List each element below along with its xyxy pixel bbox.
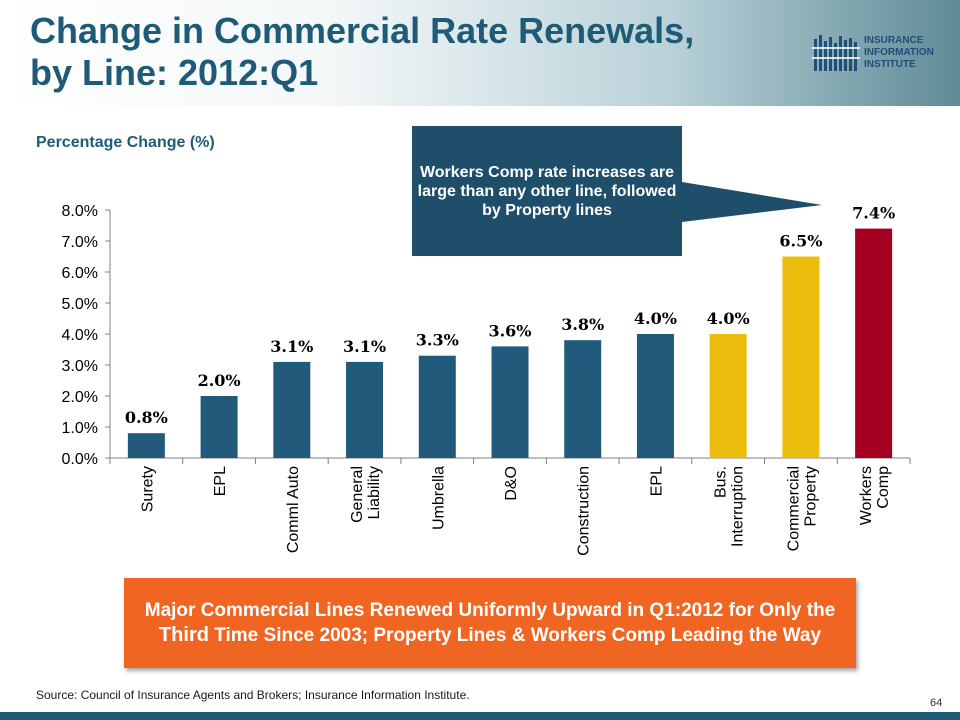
category-label-line: Bus. [713, 466, 730, 498]
title-line-2: by Line: 2012:Q1 [30, 52, 319, 93]
y-tick-label: 0.0% [62, 451, 98, 468]
bar [636, 334, 674, 458]
category-label-line: Property [802, 466, 819, 526]
data-label: 4.0% [707, 309, 750, 328]
callout-text: Workers Comp rate increases are large th… [417, 163, 677, 219]
category-label: EPL [648, 466, 665, 496]
iii-logo-icon [812, 35, 860, 71]
banner-emphasis: Third [158, 623, 209, 646]
bar [127, 433, 165, 458]
category-label-line: EPL [212, 466, 229, 496]
bar [200, 396, 238, 458]
y-tick-label: 6.0% [62, 265, 98, 282]
category-label: Commercial Property [785, 466, 819, 551]
data-label: 4.0% [634, 309, 677, 328]
bar [855, 228, 893, 458]
bar [273, 361, 311, 458]
category-label: Umbrella [430, 466, 447, 530]
data-label: 2.0% [198, 371, 241, 390]
category-label: Workers Comp [858, 466, 892, 525]
y-tick-label: 4.0% [62, 327, 98, 344]
category-label: Comml Auto [285, 466, 302, 553]
data-label: 7.4% [852, 204, 895, 223]
y-tick-label: 1.0% [62, 420, 98, 437]
bottom-bar [0, 712, 960, 720]
data-label: 3.8% [561, 315, 604, 334]
category-label-line: Surety [139, 466, 156, 512]
category-label-line: Interruption [730, 466, 747, 547]
y-tick-label: 7.0% [62, 234, 98, 251]
category-label: Surety [139, 466, 156, 512]
bar [709, 334, 747, 458]
data-label: 3.1% [270, 337, 313, 356]
page-number: 64 [930, 697, 943, 709]
category-label-line: General [349, 466, 366, 523]
title-header-band: Change in Commercial Rate Renewals, by L… [0, 0, 960, 106]
category-label: D&O [503, 466, 520, 501]
category-label-line: D&O [503, 466, 520, 501]
category-label: Construction [576, 466, 593, 556]
y-tick-label: 3.0% [62, 358, 98, 375]
bar [418, 355, 456, 458]
title-line-1: Change in Commercial Rate Renewals, [30, 10, 695, 51]
y-tick-label: 5.0% [62, 296, 98, 313]
category-label-line: Comml Auto [285, 466, 302, 553]
category-label-line: Liability [366, 466, 383, 519]
bar [491, 346, 529, 458]
y-tick-label: 8.0% [62, 203, 98, 220]
category-label-line: Comp [875, 466, 892, 509]
source-note: Source: Council of Insurance Agents and … [36, 688, 470, 702]
data-label: 3.1% [343, 337, 386, 356]
bar [564, 340, 602, 458]
category-label-line: EPL [648, 466, 665, 496]
slide-title: Change in Commercial Rate Renewals, by L… [30, 10, 694, 94]
y-tick-label: 2.0% [62, 389, 98, 406]
data-label: 0.8% [125, 408, 168, 427]
category-label: Bus. Interruption [713, 466, 747, 547]
category-label: General Liability [349, 466, 383, 523]
bar [346, 361, 384, 458]
category-label-line: Commercial [785, 466, 802, 551]
banner-text: Major Commercial Lines Renewed Uniformly… [144, 599, 836, 646]
category-label-line: Workers [858, 466, 875, 525]
y-axis-title: Percentage Change (%) [36, 134, 215, 151]
category-label-line: Umbrella [430, 466, 447, 530]
conclusion-banner: Major Commercial Lines Renewed Uniformly… [124, 578, 856, 668]
data-label: 3.3% [416, 331, 459, 350]
category-label: EPL [212, 466, 229, 496]
iii-logo: INSURANCE INFORMATION INSTITUTE [812, 33, 952, 77]
category-label-line: Construction [576, 466, 593, 556]
data-label: 6.5% [779, 232, 822, 251]
bar [782, 256, 820, 458]
iii-logo-wordmark: INSURANCE INFORMATION INSTITUTE [864, 35, 934, 70]
data-label: 3.6% [488, 321, 531, 340]
